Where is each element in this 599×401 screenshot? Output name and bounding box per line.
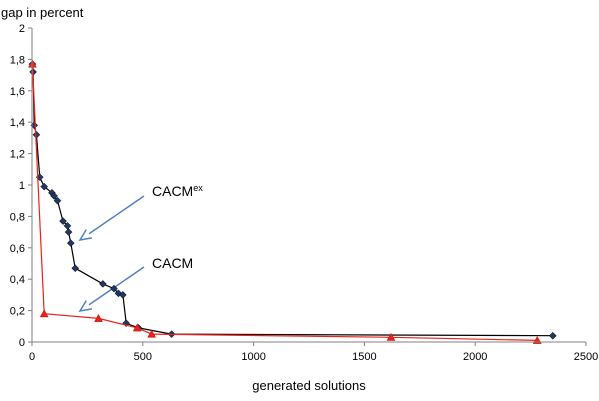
x-tick-label: 1000 — [241, 351, 265, 363]
annotation-label: CACMex — [152, 183, 203, 199]
x-tick-label: 2500 — [574, 351, 598, 363]
data-point-cacm-ex — [53, 196, 62, 205]
series-cacm — [28, 59, 542, 344]
y-tick-label: 1,6 — [10, 86, 25, 98]
x-tick-label: 1500 — [352, 351, 376, 363]
data-point-cacm-ex — [59, 217, 67, 225]
data-point-cacm — [132, 323, 142, 332]
annotation-arrow — [88, 195, 145, 235]
x-tick-label: 0 — [29, 351, 35, 363]
data-point-cacm — [39, 309, 49, 318]
annotation-label: CACM — [152, 255, 193, 271]
data-point-cacm-ex — [50, 192, 59, 200]
annotation-arrowhead — [78, 229, 93, 242]
y-tick-label: 2 — [19, 23, 25, 35]
y-tick-label: 1,8 — [10, 54, 25, 66]
data-point-cacm-ex — [66, 239, 75, 247]
x-axis-title: generated solutions — [252, 378, 366, 393]
annotation-superscript: ex — [193, 183, 203, 193]
ticks: 0 0,2 0,4 0,6 0,8 1 1,2 1,4 1,6 1,8 2 0 500 1000 1500 2… — [10, 23, 599, 363]
annotation-cacm-ex: CACMex — [78, 183, 203, 242]
data-point-cacm-ex — [71, 264, 80, 273]
data-point-cacm-ex — [110, 284, 118, 293]
y-tick-label: 0,2 — [10, 306, 25, 318]
annotation-cacm: CACM — [78, 255, 193, 313]
x-tick-label: 2000 — [463, 351, 487, 363]
y-tick-label: 0,8 — [10, 211, 25, 223]
data-point-cacm-ex — [40, 182, 49, 191]
data-point-cacm — [147, 329, 157, 338]
annotations: CACMex CACM — [78, 183, 203, 313]
y-tick-label: 0,6 — [10, 243, 25, 255]
data-point-cacm-ex — [63, 221, 72, 230]
y-tick-label: 1,4 — [10, 117, 25, 129]
series-cacm-ex — [28, 60, 557, 340]
series-line-cacm-ex — [31, 64, 553, 337]
annotation-arrowhead — [78, 300, 93, 313]
annotation-arrow — [88, 266, 145, 306]
data-point-cacm-ex — [119, 291, 127, 299]
data-point-cacm-ex — [99, 280, 107, 288]
data-point-cacm-ex — [548, 331, 557, 340]
y-tick-label: 1,2 — [10, 149, 25, 161]
series-line-cacm — [31, 64, 538, 341]
y-tick-label: 1 — [19, 180, 25, 192]
data-point-cacm-ex — [64, 228, 73, 236]
y-tick-label: 0 — [19, 337, 25, 349]
data-point-cacm — [386, 332, 396, 341]
x-tick-label: 500 — [134, 351, 152, 363]
data-point-cacm — [94, 313, 103, 322]
series-layer — [28, 59, 557, 344]
y-tick-label: 0,4 — [10, 274, 25, 286]
axes — [31, 28, 586, 343]
y-axis-title: gap in percent — [1, 5, 84, 20]
